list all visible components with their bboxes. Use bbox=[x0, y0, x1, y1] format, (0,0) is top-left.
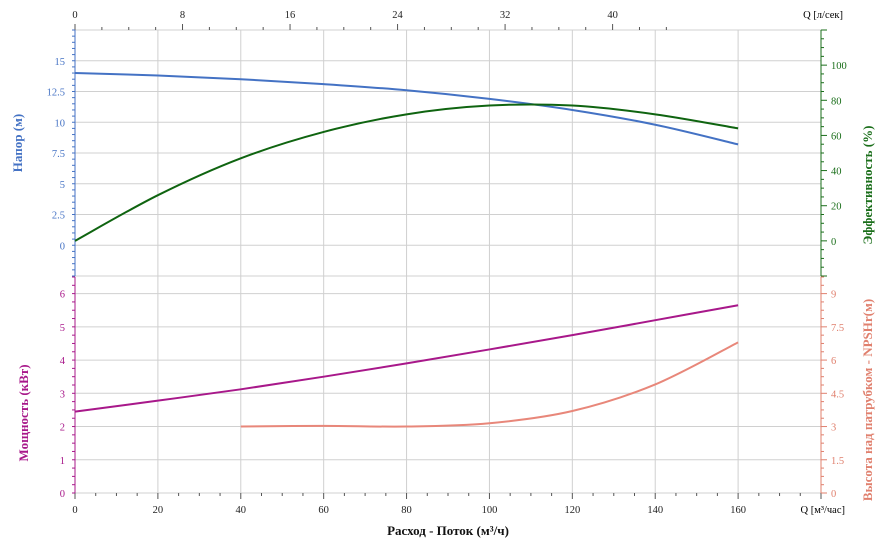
x-tick-label: 160 bbox=[730, 505, 746, 516]
head-tick-label: 0 bbox=[60, 241, 65, 252]
power-tick-label: 5 bbox=[60, 323, 65, 334]
x2-tick-label: 16 bbox=[285, 10, 296, 21]
power-tick-label: 3 bbox=[60, 389, 65, 400]
power-tick-label: 1 bbox=[60, 456, 65, 467]
head-axis-title: Напор (м) bbox=[10, 114, 25, 172]
top-x-unit-label: Q [л/сек] bbox=[803, 10, 843, 21]
efficiency-tick-label: 40 bbox=[831, 167, 842, 178]
efficiency-curve bbox=[74, 103, 739, 242]
npsh-tick-label: 7.5 bbox=[831, 323, 844, 334]
x-tick-label: 120 bbox=[564, 505, 580, 516]
efficiency-tick-label: 0 bbox=[831, 237, 836, 248]
npsh-curve bbox=[240, 341, 739, 428]
x2-tick-label: 0 bbox=[72, 10, 77, 21]
x2-tick-label: 24 bbox=[392, 10, 403, 21]
head-tick-label: 12.5 bbox=[47, 88, 65, 99]
x-tick-label: 100 bbox=[482, 505, 498, 516]
power-tick-label: 4 bbox=[60, 356, 66, 367]
ticks-layer bbox=[72, 24, 827, 499]
x-tick-label: 40 bbox=[236, 505, 247, 516]
npsh-tick-label: 0 bbox=[831, 489, 836, 500]
x2-tick-label: 8 bbox=[180, 10, 185, 21]
power-curve bbox=[74, 304, 739, 413]
efficiency-axis-title: Эффективность (%) bbox=[860, 126, 875, 245]
x-tick-label: 60 bbox=[318, 505, 329, 516]
x2-tick-label: 32 bbox=[500, 10, 511, 21]
npsh-tick-label: 6 bbox=[831, 356, 836, 367]
head-tick-label: 15 bbox=[55, 57, 66, 68]
x-tick-label: 80 bbox=[401, 505, 412, 516]
series-layer bbox=[74, 72, 739, 428]
x-tick-label: 140 bbox=[647, 505, 663, 516]
power-tick-label: 0 bbox=[60, 489, 65, 500]
x-tick-label: 0 bbox=[72, 505, 77, 516]
npsh-tick-label: 4.5 bbox=[831, 389, 844, 400]
npsh-tick-label: 1.5 bbox=[831, 456, 844, 467]
power-tick-label: 2 bbox=[60, 423, 65, 434]
x-axis-title: Расход - Поток (м³/ч) bbox=[387, 523, 509, 538]
head-tick-label: 7.5 bbox=[52, 149, 65, 160]
npsh-tick-label: 3 bbox=[831, 423, 836, 434]
head-tick-label: 2.5 bbox=[52, 211, 65, 222]
head-tick-label: 10 bbox=[55, 118, 66, 129]
efficiency-tick-label: 20 bbox=[831, 202, 842, 213]
x-tick-label: 20 bbox=[153, 505, 164, 516]
bottom-x-unit-label: Q [м³/час] bbox=[800, 505, 845, 516]
power-axis-title: Мощность (кВт) bbox=[16, 364, 31, 461]
efficiency-tick-label: 80 bbox=[831, 96, 842, 107]
head-tick-label: 5 bbox=[60, 180, 65, 191]
grid-layer bbox=[74, 29, 822, 494]
efficiency-tick-label: 60 bbox=[831, 131, 842, 142]
head-curve bbox=[74, 72, 739, 146]
power-tick-label: 6 bbox=[60, 290, 65, 301]
npsh-tick-label: 9 bbox=[831, 290, 836, 301]
npsh-axis-title: Высота над патрубком - NPSHr(м) bbox=[860, 299, 875, 501]
x2-tick-label: 40 bbox=[607, 10, 618, 21]
efficiency-tick-label: 100 bbox=[831, 61, 847, 72]
